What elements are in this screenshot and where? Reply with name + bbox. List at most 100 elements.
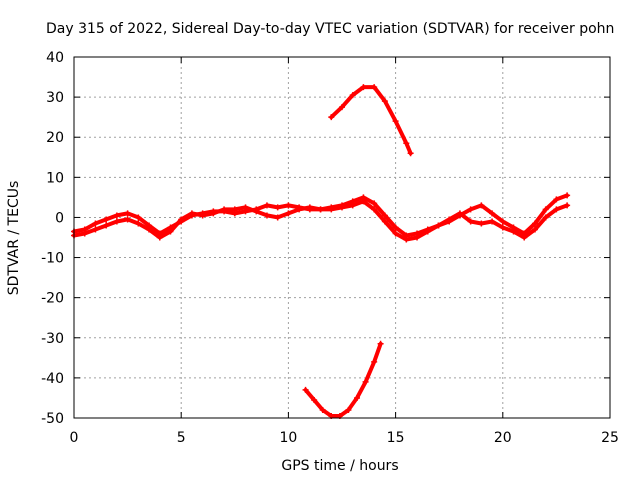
data-point [274,204,281,211]
data-point [253,208,260,215]
data-point [113,212,120,219]
y-tick-label: -20 [41,291,64,307]
data-point [113,218,120,225]
grid [74,57,610,418]
data-series [71,84,571,419]
data-point [167,228,174,235]
x-tick-label: 5 [177,430,186,446]
data-point [263,202,270,209]
data-point [407,150,414,157]
data-point [92,226,99,233]
data-point [371,84,378,91]
data-point [274,214,281,221]
data-point [403,140,410,147]
y-tick-label: -30 [41,331,64,347]
data-point [221,206,228,213]
plot-frame [73,56,611,419]
data-point [124,210,131,217]
data-point [531,220,538,227]
data-point [199,212,206,219]
y-tick-label: -40 [41,371,64,387]
data-point [285,202,292,209]
data-point [328,114,335,121]
data-point [377,340,384,347]
data-point [381,218,388,225]
y-tick-label: -50 [41,411,64,427]
data-point [146,226,153,233]
x-tick-label: 20 [494,430,512,446]
data-point [446,216,453,223]
data-point [478,202,485,209]
data-point [403,236,410,243]
data-point [362,378,369,385]
data-point [371,200,378,207]
data-point [478,220,485,227]
data-point [531,226,538,233]
data-point [467,206,474,213]
data-point [210,210,217,217]
data-point [499,224,506,231]
data-point [435,222,442,229]
data-point [381,212,388,219]
data-point [135,220,142,227]
data-point [339,104,345,111]
data-point [424,228,431,235]
data-point [317,206,324,213]
y-tick-label: 20 [46,130,64,146]
data-point [135,214,142,221]
data-point [339,204,345,211]
chart-title: Day 315 of 2022, Sidereal Day-to-day VTE… [46,21,614,37]
data-point [103,222,110,229]
trace-lower-arc [303,341,383,418]
data-point [296,206,303,213]
data-point [414,234,421,241]
data-point [360,198,367,205]
data-point [349,202,356,209]
data-point [489,218,496,225]
data-point [381,98,388,105]
data-point [92,220,99,227]
data-point [456,210,463,217]
data-point [371,358,378,365]
y-tick-label: 0 [55,210,64,226]
y-tick-label: 10 [46,170,64,186]
data-point [231,206,238,213]
data-point [302,386,309,393]
y-tick-label: 40 [46,50,64,66]
data-point [542,206,549,213]
data-point [371,206,378,213]
data-point [392,118,399,125]
data-point [124,216,131,223]
data-point [392,230,399,237]
x-tick-label: 25 [601,430,619,446]
data-point [285,210,292,217]
data-point [311,396,318,403]
data-point [499,218,506,225]
data-point [156,234,163,241]
x-tick-label: 0 [70,430,79,446]
axes: 0 5 10 15 20 25 -50 -40 -30 -20 -10 0 10 20 30 40 [41,50,619,446]
data-point [521,234,528,241]
plot-border [73,56,611,419]
data-point [553,196,560,203]
data-point [103,216,110,223]
x-tick-label: 10 [279,430,297,446]
x-axis-label: GPS time / hours [281,458,398,474]
data-point [553,206,560,213]
data-point [328,206,335,213]
data-point [510,228,517,235]
data-point [306,204,313,211]
data-point [319,406,326,413]
data-point [542,214,549,221]
data-point [242,204,249,211]
y-tick-label: 30 [46,90,64,106]
data-point [178,216,185,223]
x-tick-label: 15 [387,430,405,446]
data-point [188,210,195,217]
data-point [489,210,496,217]
data-point [349,92,356,99]
y-axis-label: SDTVAR / TECUs [6,181,22,296]
data-point [360,84,367,91]
data-point [345,406,352,413]
